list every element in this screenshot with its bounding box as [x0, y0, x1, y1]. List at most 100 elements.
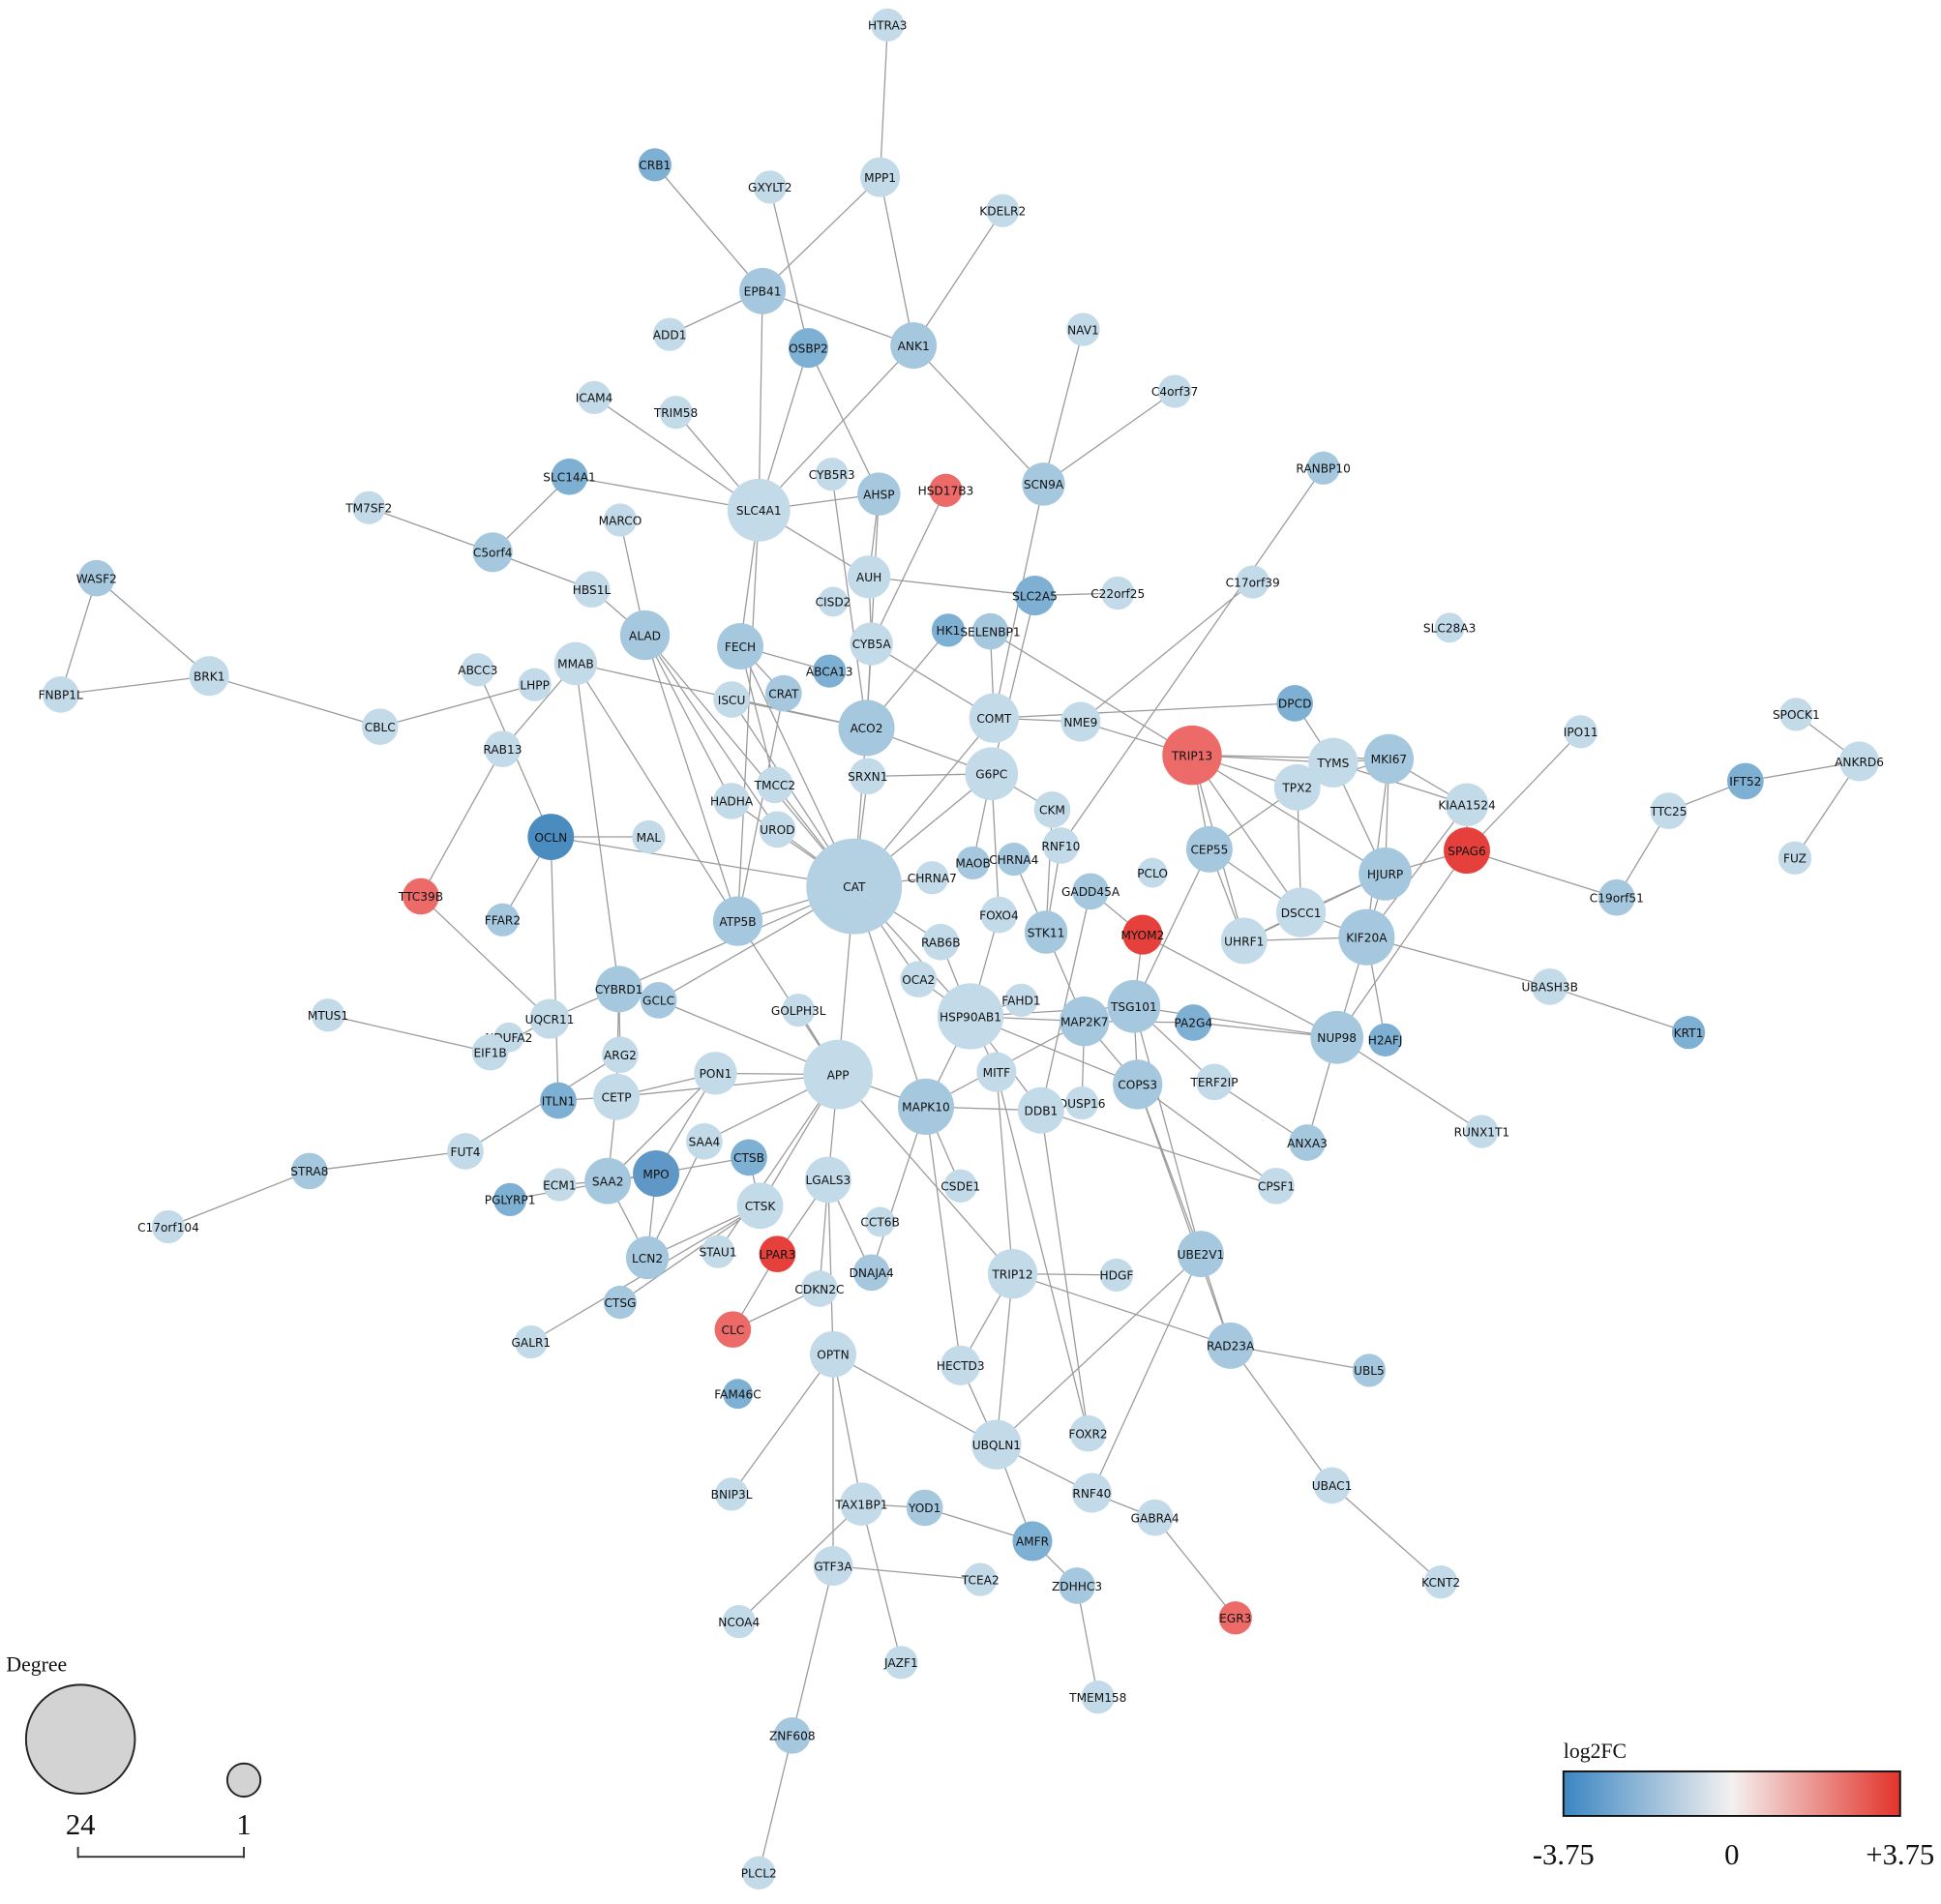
node — [971, 612, 1009, 650]
node — [527, 814, 575, 860]
node — [625, 1235, 670, 1280]
node-label: C17orf39 — [1226, 576, 1280, 589]
edge — [871, 490, 946, 644]
node-label: LPAR3 — [760, 1248, 796, 1262]
edge — [761, 176, 881, 292]
node-label: KRT1 — [1674, 1026, 1704, 1040]
node — [1162, 725, 1222, 786]
edge — [912, 344, 1044, 485]
node — [1531, 967, 1568, 1005]
node — [1014, 576, 1056, 616]
node — [529, 998, 570, 1039]
edge — [509, 1173, 657, 1201]
node — [804, 1156, 851, 1204]
node-label: UBE2V1 — [1178, 1248, 1225, 1262]
node — [619, 610, 671, 661]
node-label: KCNT2 — [1421, 1576, 1460, 1590]
node-label: FECH — [725, 640, 756, 654]
node-label: AHSP — [863, 488, 894, 501]
node — [757, 766, 793, 804]
node-label: CTSB — [733, 1151, 764, 1165]
node-label: GABRA4 — [1131, 1511, 1180, 1525]
node-label: UBL5 — [1354, 1364, 1385, 1378]
edge — [1133, 1006, 1202, 1255]
node — [311, 998, 345, 1032]
node — [602, 1036, 639, 1074]
node — [472, 532, 513, 573]
node-label: KDELR2 — [979, 204, 1026, 218]
node — [1424, 1565, 1458, 1599]
node-label: C5orf4 — [473, 547, 513, 560]
node-label: IFT52 — [1729, 775, 1761, 788]
edge — [736, 510, 760, 922]
node-label: JAZF1 — [883, 1656, 918, 1670]
node — [1066, 312, 1100, 346]
edge — [832, 1354, 998, 1445]
node-label: ANK1 — [898, 340, 930, 353]
node-label: TRIM58 — [653, 406, 698, 420]
edge — [607, 1072, 716, 1182]
node — [782, 993, 816, 1027]
node — [759, 1235, 796, 1273]
node-label: STRA8 — [290, 1165, 328, 1178]
node-label: NUP98 — [1317, 1031, 1357, 1045]
node — [941, 1345, 981, 1385]
edge — [1060, 467, 1325, 847]
node — [1178, 1231, 1224, 1278]
edge — [1090, 1253, 1202, 1494]
degree-label: 1 — [236, 1808, 251, 1841]
node-label: CYB5R3 — [809, 468, 855, 482]
node — [603, 1285, 638, 1320]
node — [852, 1254, 890, 1292]
node — [701, 1235, 735, 1268]
node-label: SLC4A1 — [736, 504, 782, 518]
edge — [619, 1205, 761, 1303]
node-label: CTSG — [604, 1296, 636, 1310]
node-label: DNAJA4 — [850, 1266, 894, 1280]
node-label: STAU1 — [699, 1245, 736, 1259]
edge — [379, 684, 535, 728]
node-label: CCT6B — [860, 1216, 899, 1230]
node — [1069, 1414, 1107, 1452]
edge — [643, 635, 739, 922]
edge — [1012, 1273, 1231, 1347]
degree-label: 24 — [66, 1808, 96, 1841]
node-label: C17orf104 — [137, 1221, 199, 1235]
edge — [654, 164, 763, 292]
node — [603, 503, 638, 537]
edge — [1336, 849, 1468, 1038]
node — [736, 1182, 784, 1230]
edge — [807, 347, 880, 494]
node-label: TTC25 — [1650, 805, 1687, 818]
node — [1137, 857, 1168, 888]
node-label: FOXO4 — [979, 908, 1019, 922]
edge — [832, 1564, 981, 1581]
edge — [1366, 937, 1550, 988]
node — [493, 1182, 527, 1217]
node — [1258, 1167, 1295, 1205]
node-label: NAV1 — [1067, 323, 1099, 337]
node — [290, 1152, 328, 1190]
node — [553, 641, 598, 686]
edge — [912, 210, 1003, 346]
node — [727, 478, 791, 542]
node — [1671, 1016, 1706, 1050]
node-label: FUT4 — [451, 1145, 481, 1159]
node-label: RAD23A — [1207, 1340, 1255, 1354]
edge — [1365, 759, 1390, 937]
node-label: UHRF1 — [1224, 935, 1264, 948]
edge — [1331, 1484, 1442, 1583]
node-label: GOLPH3L — [771, 1004, 826, 1018]
edge — [761, 290, 914, 346]
node — [1220, 917, 1268, 965]
node — [722, 1604, 756, 1639]
edge — [736, 693, 785, 922]
edge — [717, 1074, 839, 1252]
node — [1779, 698, 1813, 731]
node-label: HK1 — [937, 624, 961, 638]
node-label: HBS1L — [573, 583, 612, 597]
node — [1236, 565, 1269, 599]
edge — [369, 507, 493, 553]
node-label: ALAD — [629, 629, 661, 642]
node-label: ZNF608 — [769, 1730, 816, 1743]
